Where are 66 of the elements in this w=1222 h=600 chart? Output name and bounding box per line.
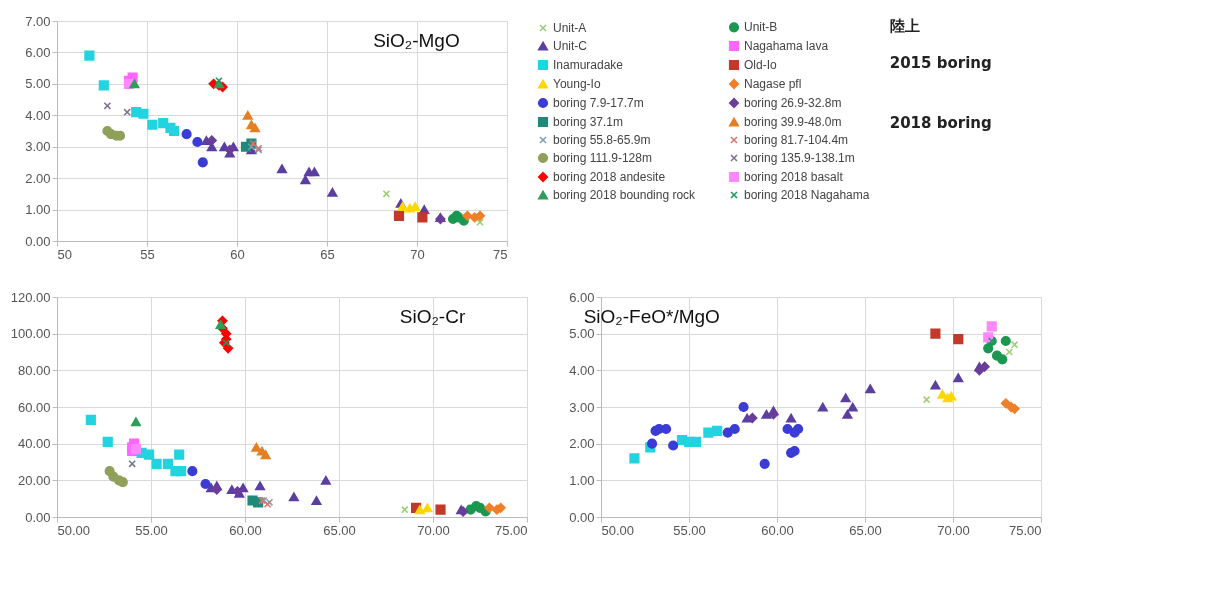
y-tick-label: 100.00 xyxy=(10,326,51,342)
y-tick-label: 4.00 xyxy=(569,362,595,378)
y-tick-label: 7.00 xyxy=(25,13,51,29)
legend-label: boring 55.8-65.9m xyxy=(553,133,651,147)
x-tick-label: 65 xyxy=(320,246,335,262)
legend-label: boring 2018 basalt xyxy=(744,170,844,184)
chart-title: SiO₂-FeO*/MgO xyxy=(583,306,720,327)
x-tick-label: 75 xyxy=(493,246,508,262)
legend-label: boring 26.9-32.8m xyxy=(744,96,842,110)
legend-label: boring 2018 Nagahama xyxy=(744,188,870,202)
x-tick-label: 60 xyxy=(230,246,245,262)
y-tick-label: 2.00 xyxy=(569,436,595,452)
x-tick-label: 65.00 xyxy=(323,522,356,538)
legend-label: Old-Io xyxy=(744,58,777,72)
legend-label: Unit-A xyxy=(553,20,587,35)
y-tick-label: 1.00 xyxy=(569,472,595,488)
y-tick-label: 0.00 xyxy=(25,233,51,249)
legend-label: boring 135.9-138.1m xyxy=(744,151,855,165)
x-tick-label: 55.00 xyxy=(135,522,168,538)
x-tick-label: 50 xyxy=(57,246,72,262)
x-tick-label: 50.00 xyxy=(57,522,91,538)
x-tick-label: 70.00 xyxy=(417,522,450,538)
x-tick-label: 75.00 xyxy=(494,522,528,538)
y-tick-label: 0.00 xyxy=(569,509,595,525)
text: 2015 boring xyxy=(889,54,992,72)
legend-label: Inamuradake xyxy=(553,58,624,72)
y-tick-label: 5.00 xyxy=(25,76,51,92)
y-tick-label: 6.00 xyxy=(25,44,51,60)
y-tick-label: 0.00 xyxy=(25,509,51,525)
x-tick-label: 75.00 xyxy=(1008,522,1042,538)
legend-label: boring 39.9-48.0m xyxy=(744,115,842,129)
legend-label: Young-Io xyxy=(553,77,601,91)
y-tick-label: 120.00 xyxy=(10,289,51,305)
legend-label: Unit-C xyxy=(553,39,588,53)
y-tick-label: 1.00 xyxy=(25,202,51,218)
x-tick-label: 55 xyxy=(140,246,155,262)
x-tick-label: 60.00 xyxy=(761,522,794,538)
legend-label: Unit-B xyxy=(744,20,778,35)
y-tick-label: 3.00 xyxy=(569,399,595,415)
legend-label: boring 111.9-128m xyxy=(553,151,652,165)
legend-label: boring 2018 andesite xyxy=(553,170,666,184)
y-tick-label: 5.00 xyxy=(569,326,595,342)
chart-title: SiO₂-Cr xyxy=(399,306,466,327)
y-tick-label: 3.00 xyxy=(25,139,51,155)
legend-label: boring 37.1m xyxy=(553,115,624,129)
x-tick-label: 60.00 xyxy=(229,522,262,538)
legend-label: Nagase pfl xyxy=(744,77,802,91)
y-tick-label: 40.00 xyxy=(17,436,51,452)
legend-label: Nagahama lava xyxy=(744,39,829,53)
x-tick-label: 70 xyxy=(410,246,425,262)
legend-label: boring 7.9-17.7m xyxy=(553,96,644,110)
legend-label: boring 2018 bounding rock xyxy=(553,188,697,202)
text: 2018 boring xyxy=(889,114,992,132)
legend-label: boring 81.7-104.4m xyxy=(744,133,849,147)
y-tick-label: 60.00 xyxy=(17,399,51,415)
x-tick-label: 55.00 xyxy=(673,522,706,538)
y-tick-label: 4.00 xyxy=(25,107,51,123)
y-tick-label: 6.00 xyxy=(569,289,595,305)
text: SiO₂-MgO xyxy=(373,30,460,51)
x-tick-label: 65.00 xyxy=(849,522,882,538)
y-tick-label: 80.00 xyxy=(17,362,51,378)
y-tick-label: 20.00 xyxy=(17,472,51,488)
x-tick-label: 70.00 xyxy=(937,522,970,538)
y-tick-label: 2.00 xyxy=(25,170,51,186)
text: 陸上 xyxy=(889,16,920,36)
x-tick-label: 50.00 xyxy=(601,522,635,538)
